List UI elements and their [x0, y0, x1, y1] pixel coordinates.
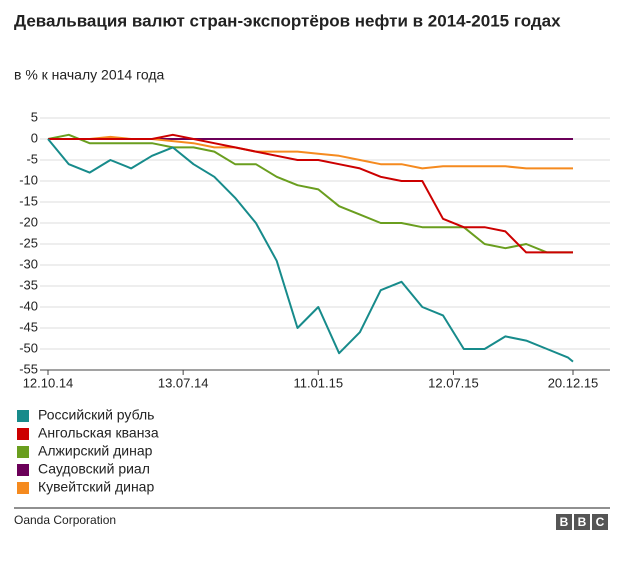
logo-box	[574, 514, 590, 530]
series-line	[48, 135, 573, 170]
x-tick-label: 11.01.15	[293, 375, 343, 390]
series-line	[48, 133, 573, 254]
legend-swatch	[17, 410, 29, 422]
legend-label: Алжирский динар	[38, 443, 153, 459]
legend-label: Ангольская кванза	[38, 425, 159, 441]
x-tick-label: 13.07.14	[158, 375, 209, 390]
x-tick-label: 12.07.15	[428, 375, 479, 390]
logo-letter: B	[560, 515, 569, 529]
legend-swatch	[17, 428, 29, 440]
y-tick-label: -35	[19, 277, 38, 292]
logo-letter: C	[596, 515, 605, 529]
series-line	[47, 133, 573, 254]
y-tick-label: -15	[19, 193, 38, 208]
logo-box	[556, 514, 572, 530]
y-tick-label: -10	[19, 172, 38, 187]
y-tick-label: 5	[31, 109, 38, 124]
legend-swatch	[17, 464, 29, 476]
y-tick-label: -5	[26, 151, 38, 166]
y-tick-label: -45	[19, 319, 38, 334]
y-tick-label: -55	[19, 361, 38, 376]
legend-label: Саудовский риал	[38, 461, 150, 477]
y-tick-label: 0	[31, 130, 38, 145]
y-tick-label: -25	[19, 235, 38, 250]
x-tick-label: 12.10.14	[23, 375, 74, 390]
chart-subtitle: в % к началу 2014 года	[14, 67, 165, 83]
legend-swatch	[17, 482, 29, 494]
x-tick-label: 20.12.15	[548, 375, 599, 390]
y-tick-label: -40	[19, 298, 38, 313]
logo-letter: B	[578, 515, 587, 529]
y-tick-label: -50	[19, 340, 38, 355]
legend-swatch	[17, 446, 29, 458]
y-tick-label: -30	[19, 256, 38, 271]
y-tick-label: -20	[19, 214, 38, 229]
legend-label: Российский рубль	[38, 407, 154, 423]
source: Oanda Corporation	[14, 513, 116, 527]
series-line	[47, 138, 574, 363]
logo-box	[592, 514, 608, 530]
chart-title: Девальвация валют стран-экспортёров нефт…	[14, 11, 561, 30]
legend-label: Кувейтский динар	[38, 479, 154, 495]
